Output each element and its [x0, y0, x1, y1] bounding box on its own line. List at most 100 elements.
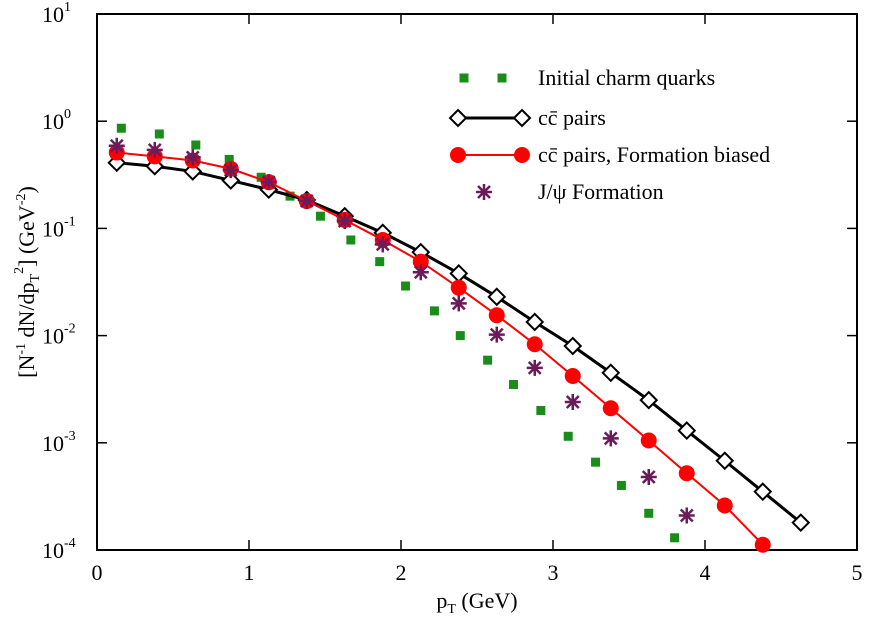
marker: [716, 497, 733, 514]
marker: [640, 432, 657, 449]
marker: [640, 468, 657, 485]
marker: [564, 394, 581, 411]
legend-item: Initial charm quarks: [459, 65, 715, 90]
y-tick-label: 101: [42, 0, 71, 27]
marker: [315, 211, 325, 221]
y-tick-exponent: -4: [64, 536, 76, 551]
marker: [449, 264, 469, 283]
marker: [616, 480, 626, 490]
marker: [644, 508, 654, 518]
y-label-part: -2: [14, 194, 29, 206]
marker: [455, 331, 465, 341]
x-tick-label: 0: [92, 560, 103, 585]
marker: [412, 253, 429, 270]
marker: [754, 536, 771, 553]
marker: [525, 312, 545, 332]
y-label-part: -1: [14, 343, 29, 355]
marker: [601, 363, 621, 383]
marker: [146, 141, 163, 158]
y-tick-base: 10: [42, 109, 64, 134]
x-tick-label: 2: [396, 560, 407, 585]
marker: [791, 513, 811, 533]
legend-item: J/ψ Formation: [476, 179, 664, 204]
marker: [488, 326, 505, 343]
marker: [670, 533, 680, 543]
marker: [678, 507, 695, 524]
legend-label: J/ψ Formation: [538, 179, 664, 204]
x-tick-label: 1: [244, 560, 255, 585]
marker: [298, 193, 315, 210]
y-tick-exponent: 1: [64, 0, 71, 15]
y-tick-label: 10-2: [42, 322, 76, 349]
x-tick-label: 4: [700, 560, 711, 585]
marker: [602, 400, 619, 417]
marker: [488, 307, 505, 324]
y-tick-exponent: -3: [64, 429, 76, 444]
x-label-part: p: [436, 588, 447, 613]
marker: [336, 213, 353, 230]
marker: [514, 147, 530, 163]
y-tick-exponent: -2: [64, 322, 76, 337]
marker: [221, 171, 241, 190]
x-label-part: (GeV): [456, 588, 518, 613]
series-line: [116, 161, 802, 524]
y-tick-base: 10: [42, 216, 64, 241]
legend-label: Initial charm quarks: [538, 65, 715, 90]
y-tick-label: 10-3: [42, 429, 76, 456]
legend-item: cc̄ pairs: [448, 105, 606, 130]
marker: [715, 451, 735, 471]
marker: [429, 306, 439, 316]
marker: [191, 140, 201, 150]
series-line: [116, 151, 764, 546]
y-axis-label: [N-1 dN/dpT2] (GeV-2): [12, 186, 43, 378]
x-axis-label: pT (GeV): [436, 588, 517, 616]
x-tick-label: 3: [548, 560, 559, 585]
marker: [448, 108, 468, 128]
marker: [260, 174, 277, 191]
marker: [346, 235, 356, 245]
marker: [678, 465, 695, 482]
marker: [483, 355, 493, 365]
marker: [224, 154, 234, 164]
marker: [401, 281, 411, 291]
marker: [602, 430, 619, 447]
marker: [412, 264, 429, 281]
marker: [563, 336, 583, 356]
y-label-part: T: [28, 273, 43, 282]
y-tick-label: 10-4: [42, 536, 76, 563]
marker: [375, 257, 385, 267]
marker: [526, 336, 543, 353]
x-tick-label: 5: [852, 560, 863, 585]
marker: [450, 279, 467, 296]
y-label-part: 2: [12, 267, 27, 274]
legend-item: cc̄ pairs, Formation biased: [450, 142, 770, 167]
marker: [487, 287, 507, 307]
marker: [154, 129, 164, 139]
marker: [536, 406, 546, 416]
marker: [677, 421, 697, 440]
legend-label: cc̄ pairs, Formation biased: [538, 142, 770, 167]
y-label-part: dN/dp: [14, 282, 39, 343]
marker: [497, 73, 507, 83]
y-tick-base: 10: [42, 324, 64, 349]
y-label-part: ): [14, 186, 39, 193]
marker: [459, 73, 469, 83]
x-label-part: T: [447, 602, 456, 616]
marker: [256, 172, 266, 182]
marker: [116, 123, 126, 133]
y-label-part: ] (GeV: [14, 205, 39, 267]
legend-label: cc̄ pairs: [538, 105, 606, 130]
marker: [526, 359, 543, 376]
marker: [183, 162, 203, 181]
y-tick-exponent: 0: [64, 107, 71, 122]
marker: [639, 390, 659, 410]
y-tick-base: 10: [42, 431, 64, 456]
marker: [564, 367, 581, 384]
marker: [184, 149, 201, 166]
y-tick-base: 10: [42, 2, 64, 27]
marker: [512, 108, 532, 128]
plot-frame: [96, 13, 858, 551]
marker: [450, 147, 466, 163]
y-label-part: [N: [14, 355, 39, 378]
